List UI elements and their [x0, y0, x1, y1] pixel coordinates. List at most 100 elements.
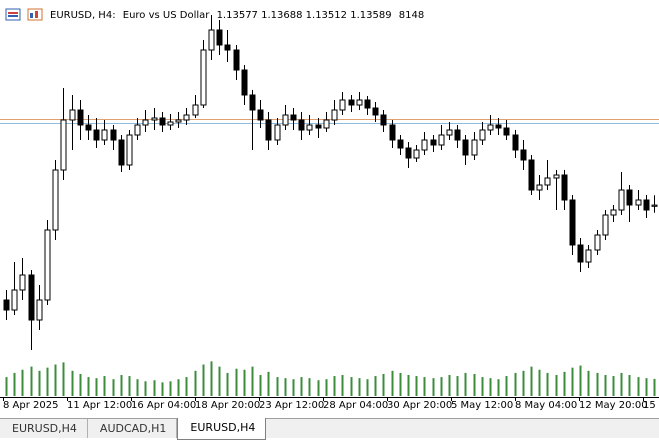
volume-bar — [620, 372, 623, 396]
candle-body — [36, 299, 43, 321]
candle-body — [446, 129, 453, 136]
candle-body — [651, 204, 658, 207]
x-tick-label: 16 Apr 04:00 — [131, 400, 196, 411]
tab[interactable]: AUDCAD,H1 — [88, 419, 178, 438]
candle-body — [323, 119, 330, 129]
candle-body — [134, 124, 141, 136]
volume-bar — [5, 377, 8, 396]
candle-body — [118, 139, 125, 166]
candle-body — [454, 129, 461, 141]
tab-bar: EURUSD,H4 AUDCAD,H1 EURUSD,H4 — [0, 418, 659, 440]
volume-bar — [292, 379, 295, 396]
icon[interactable] — [5, 8, 21, 21]
volume-bar — [284, 378, 287, 396]
candle-body — [3, 299, 10, 311]
volume-bar — [226, 372, 229, 396]
candle-body — [77, 109, 84, 126]
candle-body — [364, 99, 371, 109]
volume-bar — [464, 372, 467, 396]
candle-body — [60, 119, 67, 171]
chart-bg — [0, 0, 659, 418]
candle-body — [159, 117, 166, 126]
x-tick-label: 23 Apr 12:00 — [259, 400, 324, 411]
volume-bar — [432, 378, 435, 396]
candle-body — [594, 234, 601, 251]
volume-bar — [136, 379, 139, 396]
volume-bar — [571, 367, 574, 396]
candle-body — [183, 114, 190, 121]
volume-bar — [300, 377, 303, 396]
volume-bar — [210, 361, 213, 396]
volume-bar — [653, 378, 656, 396]
candle-body — [142, 119, 149, 126]
volume-bar — [120, 375, 123, 396]
candle-body — [561, 174, 568, 201]
candle-body — [626, 189, 633, 206]
volume-bar — [71, 370, 74, 396]
candle-body — [306, 124, 313, 131]
candle-body — [495, 124, 502, 129]
volume-bar — [194, 370, 197, 396]
candle-body — [331, 109, 338, 121]
volume-bar — [522, 370, 525, 396]
candle-body — [536, 184, 543, 191]
candle-body — [421, 139, 428, 151]
volume-bar — [645, 378, 648, 396]
candle-body — [93, 129, 100, 141]
header-icons — [5, 8, 43, 21]
candle-body — [265, 119, 272, 141]
volume-bar — [341, 375, 344, 396]
volume-bar — [325, 379, 328, 396]
volume-bar — [259, 375, 262, 396]
volume-bar — [579, 365, 582, 396]
candle-body — [389, 124, 396, 141]
volume-bar — [30, 366, 33, 396]
candle-body — [208, 29, 215, 51]
volume-bar — [235, 368, 238, 396]
candle-body — [290, 114, 297, 121]
x-tick-label: 15 M — [643, 400, 659, 411]
candle-body — [397, 139, 404, 149]
tab[interactable]: EURUSD,H4 — [0, 419, 88, 438]
candle-body — [110, 129, 117, 141]
volume-bar — [546, 372, 549, 396]
tab[interactable]: EURUSD,H4 — [177, 418, 267, 440]
candle-body — [643, 199, 650, 211]
candle-body — [577, 244, 584, 263]
volume-bar — [423, 377, 426, 396]
candle-body — [11, 289, 18, 311]
candle-body — [224, 44, 231, 51]
volume-bar — [481, 377, 484, 396]
candle-body — [44, 229, 51, 301]
candle-body — [413, 149, 420, 159]
candle-body — [438, 134, 445, 146]
candle-body — [298, 119, 305, 131]
candle-body — [175, 119, 182, 123]
description: Euro vs US Dollar — [123, 10, 211, 21]
volume-bar — [382, 373, 385, 396]
volume-bar — [374, 376, 377, 396]
volume-bar — [13, 372, 16, 396]
candle-body — [339, 99, 346, 111]
volume-bar — [350, 377, 353, 396]
candle-body — [430, 139, 437, 146]
volume-bar — [54, 364, 57, 396]
candle-body — [602, 214, 609, 236]
volume-bar — [144, 381, 147, 396]
candle-body — [462, 139, 469, 156]
volume-bar — [202, 364, 205, 396]
candle-body — [216, 29, 223, 46]
candle-body — [274, 124, 281, 141]
volume-bar — [604, 375, 607, 396]
volume-bar — [440, 377, 443, 396]
candle-body — [471, 139, 478, 156]
symbol: EURUSD, H4: — [50, 10, 116, 21]
volume-bar — [407, 375, 410, 396]
candle-body — [503, 127, 510, 136]
candle-body — [585, 249, 592, 263]
candle-body — [126, 134, 133, 166]
open: 1.13577 — [217, 10, 258, 21]
volume-bar — [448, 375, 451, 396]
candle-body — [69, 109, 76, 121]
x-tick-label: 8 Apr 2025 — [3, 400, 58, 411]
